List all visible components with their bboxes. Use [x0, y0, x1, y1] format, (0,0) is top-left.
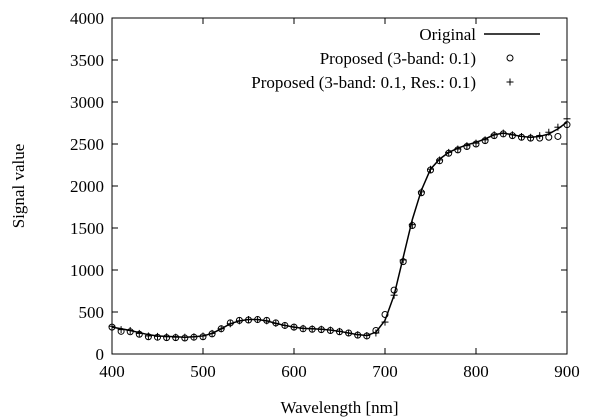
data-point-plus	[245, 316, 252, 324]
data-point-plus	[326, 326, 334, 334]
data-point-plus	[199, 332, 207, 340]
series-0	[111, 121, 568, 338]
data-point-plus	[363, 332, 371, 340]
data-point-circle	[381, 311, 389, 319]
y-tick-label: 0	[96, 345, 105, 364]
y-axis: 0 500 1000 1500 2000 2500 3000 3500 4000	[70, 9, 567, 364]
series-2	[108, 115, 571, 341]
data-point-plus	[399, 256, 407, 264]
data-point-plus	[299, 324, 307, 332]
data-point-plus	[445, 148, 453, 156]
data-point-plus	[208, 329, 216, 337]
y-tick-label: 500	[79, 303, 105, 322]
data-point-plus	[354, 331, 362, 339]
data-point-plus	[463, 142, 471, 150]
y-tick-label: 3000	[70, 93, 104, 112]
data-point-plus	[154, 332, 161, 340]
y-tick-label: 1000	[70, 261, 104, 280]
data-point-plus	[490, 131, 498, 139]
data-point-plus	[436, 156, 444, 164]
data-point-plus	[135, 329, 143, 337]
data-point-plus	[554, 123, 562, 131]
x-tick-label: 800	[463, 362, 489, 381]
data-point-plus	[126, 326, 134, 334]
legend-label-proposed-3band: Proposed (3-band: 0.1)	[320, 49, 476, 68]
series-group	[108, 115, 571, 342]
data-point-plus	[163, 333, 171, 341]
data-point-plus	[499, 129, 507, 137]
legend-label-original: Original	[419, 25, 476, 44]
data-point-plus	[417, 188, 425, 196]
data-point-plus	[527, 133, 535, 141]
data-point-plus	[508, 131, 516, 139]
data-point-plus	[536, 132, 544, 140]
legend-label-proposed-3band-res: Proposed (3-band: 0.1, Res.: 0.1)	[251, 73, 476, 92]
y-tick-label: 2500	[70, 135, 104, 154]
data-point-plus	[181, 333, 189, 341]
data-point-plus	[308, 325, 316, 333]
x-tick-label: 500	[190, 362, 216, 381]
data-point-plus	[390, 291, 398, 299]
y-tick-label: 2000	[70, 177, 104, 196]
y-tick-label: 4000	[70, 9, 104, 28]
x-axis-title: Wavelength [nm]	[280, 398, 398, 417]
legend: Original Proposed (3-band: 0.1) Proposed…	[251, 25, 540, 92]
plot-frame-rect	[111, 17, 568, 355]
data-point-plus	[263, 317, 271, 325]
data-point-plus	[190, 333, 198, 341]
data-point-plus	[226, 320, 234, 328]
data-point-plus	[108, 322, 116, 330]
legend-swatches	[484, 33, 540, 86]
data-point-plus	[172, 333, 180, 341]
data-point-plus	[144, 332, 152, 340]
data-point-plus	[545, 128, 553, 136]
data-point-plus	[217, 325, 225, 333]
y-axis-title: Signal value	[9, 144, 28, 229]
data-point-plus	[372, 329, 380, 337]
data-point-plus	[336, 327, 343, 335]
series-line-original	[111, 121, 568, 338]
data-point-plus	[427, 165, 434, 173]
x-tick-label: 900	[554, 362, 580, 381]
data-point-plus	[563, 115, 571, 123]
x-tick-label: 400	[99, 362, 125, 381]
x-axis: 400 500 600 700 800 900	[99, 18, 580, 381]
data-point-plus	[381, 318, 389, 326]
legend-swatch-plus	[506, 78, 514, 86]
x-tick-label: 700	[372, 362, 398, 381]
data-point-plus	[408, 221, 416, 229]
data-point-plus	[281, 321, 289, 329]
data-point-plus	[272, 319, 280, 327]
x-tick-label: 600	[281, 362, 307, 381]
data-point-plus	[518, 132, 525, 140]
data-point-plus	[117, 326, 125, 334]
data-point-plus	[345, 329, 353, 337]
plot-frame	[111, 17, 568, 355]
legend-swatch-circle	[506, 54, 514, 62]
data-point-plus	[454, 145, 462, 153]
y-tick-label: 3500	[70, 51, 104, 70]
data-point-plus	[317, 325, 325, 333]
data-point-circle	[554, 132, 562, 140]
data-point-plus	[290, 323, 298, 331]
data-point-plus	[481, 136, 489, 144]
data-point-plus	[254, 316, 262, 324]
y-tick-label: 1500	[70, 219, 104, 238]
series-1	[108, 121, 571, 342]
data-point-plus	[235, 317, 243, 325]
data-point-plus	[472, 139, 480, 147]
